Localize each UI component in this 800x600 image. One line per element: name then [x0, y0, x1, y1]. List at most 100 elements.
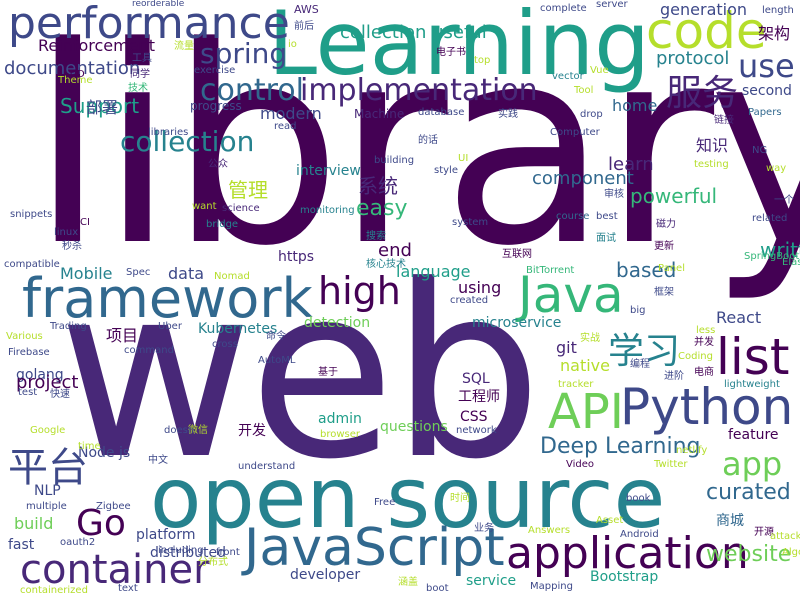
word: drop [580, 109, 603, 120]
word: control [200, 73, 304, 108]
word: CD [70, 69, 85, 80]
word: 开源 [754, 527, 774, 538]
word: learn [608, 154, 654, 175]
word: Free [374, 497, 396, 508]
word: Spec [126, 267, 151, 278]
word: Google [30, 425, 66, 436]
word: linux [54, 227, 79, 238]
word: generation [660, 0, 748, 19]
word: detection [304, 315, 371, 331]
word: second [742, 83, 792, 99]
word: 电子书 [436, 47, 466, 58]
word: modern [260, 104, 322, 123]
word: Panel [658, 263, 685, 274]
word: 系统 [358, 174, 398, 198]
word: spring [200, 37, 288, 70]
word: implementation [300, 73, 538, 108]
word: less [696, 325, 716, 336]
word: attack [770, 531, 800, 542]
word: code [646, 2, 767, 60]
word: library [30, 0, 800, 306]
word: snippets [10, 209, 53, 220]
word: 命令 [266, 331, 286, 342]
word: building [374, 155, 415, 166]
word: style [434, 165, 458, 176]
word: 实践 [498, 109, 518, 120]
word: SQL [462, 371, 490, 387]
word: lightweight [724, 379, 780, 390]
word: including [158, 545, 204, 556]
word: SpringBoot [744, 251, 800, 262]
word: 公众 [208, 159, 228, 170]
word: golang [16, 367, 64, 383]
word: multiple [26, 501, 67, 512]
word: time [78, 441, 101, 452]
word: API [548, 384, 624, 440]
word: Coding [678, 351, 713, 362]
word: cross [212, 339, 238, 350]
word: reorderable [132, 0, 185, 9]
word: length [762, 5, 794, 16]
word: Theme [58, 75, 93, 86]
word: 实战 [580, 333, 600, 344]
word: Firebase [8, 347, 50, 358]
word: documentation [4, 58, 141, 79]
word: CI [80, 217, 90, 228]
word: data [168, 264, 205, 283]
word: 学习 [608, 331, 681, 372]
word: website [706, 542, 792, 567]
word: app [722, 445, 783, 483]
word: want [192, 201, 217, 212]
word: Python [620, 378, 794, 436]
word: 时间 [450, 493, 470, 504]
word: container [20, 547, 210, 593]
word: using [458, 278, 502, 297]
word: UI [458, 153, 469, 164]
word: Various [6, 331, 43, 342]
word: 编程 [630, 359, 650, 370]
word: Uber [158, 321, 182, 332]
word: Go [76, 503, 126, 544]
word: fast [8, 537, 35, 553]
word: 同学 [130, 69, 150, 80]
word: Trading [50, 321, 87, 332]
word: progress [190, 99, 242, 113]
word: read [274, 121, 297, 132]
word: server [596, 0, 628, 10]
word: text [118, 583, 138, 594]
word: 搜索 [366, 231, 386, 242]
word: 微信 [188, 425, 208, 436]
word: io [288, 39, 297, 50]
word: Support [60, 94, 140, 118]
word: Bootstrap [590, 569, 659, 585]
word: Reinforcement [38, 36, 155, 55]
word: 框架 [654, 287, 674, 298]
word: Vue [590, 65, 609, 76]
word: oauth2 [60, 537, 96, 548]
word: network [456, 425, 497, 436]
word: best [596, 211, 618, 222]
word: 快速 [50, 389, 70, 400]
word: 中文 [148, 455, 168, 466]
word: 流量 [174, 41, 194, 52]
word: git [556, 338, 577, 357]
word: understand [238, 461, 296, 472]
word: exercise [194, 65, 236, 76]
word: React [716, 308, 762, 327]
word: collection [120, 125, 255, 158]
word: distributed [150, 545, 226, 561]
word: 业务 [474, 523, 494, 534]
word: way [766, 163, 787, 174]
word: Computer [550, 127, 600, 138]
word: end [378, 240, 412, 261]
word: NG [752, 145, 768, 156]
word: performance [8, 0, 290, 49]
word: native [560, 356, 610, 375]
word: course [556, 211, 590, 222]
word: list [716, 328, 790, 386]
word: service [466, 573, 517, 589]
word: home [612, 96, 658, 115]
word: Nomad [214, 271, 250, 282]
word: platform [136, 527, 196, 543]
word: 更新 [654, 241, 674, 252]
